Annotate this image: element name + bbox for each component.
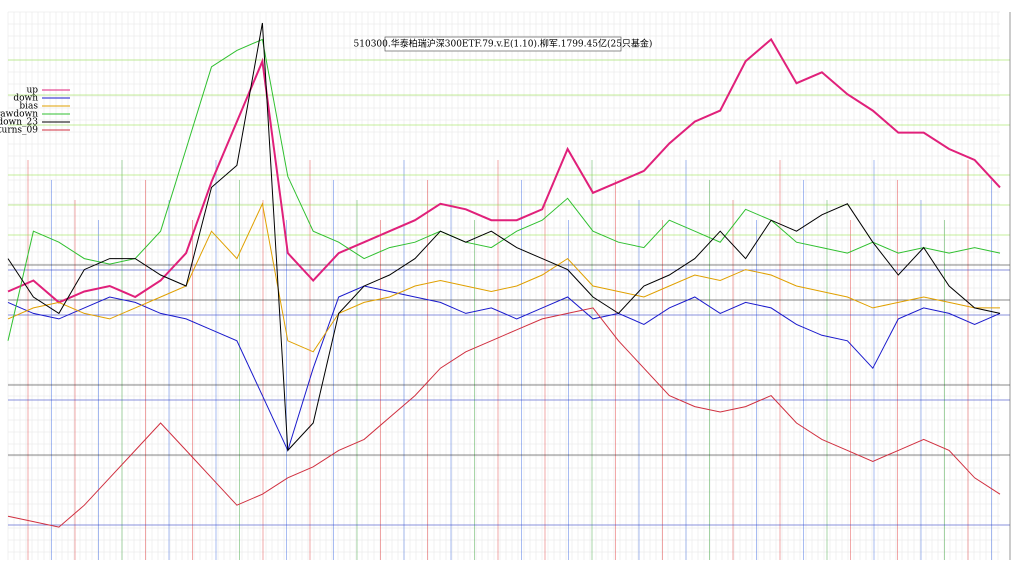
legend-label: drawdown_23	[0, 118, 38, 128]
series-line	[7, 37, 1001, 304]
chart-title: 510300.华泰柏瑞沪深300ETF.79.v.E(1.10).柳军.1799…	[354, 38, 653, 50]
decoration	[7, 11, 1011, 560]
legend-label: turns_09	[0, 126, 38, 136]
series-line	[7, 285, 1001, 452]
series-line	[7, 307, 1001, 528]
legend-label: drawdown	[0, 110, 38, 120]
legend-label: bias	[19, 102, 38, 112]
title-box	[384, 36, 622, 52]
legend-label: down	[13, 94, 38, 104]
legend-label: up	[26, 86, 38, 96]
series-line	[7, 202, 1000, 353]
series-line	[7, 22, 1001, 452]
